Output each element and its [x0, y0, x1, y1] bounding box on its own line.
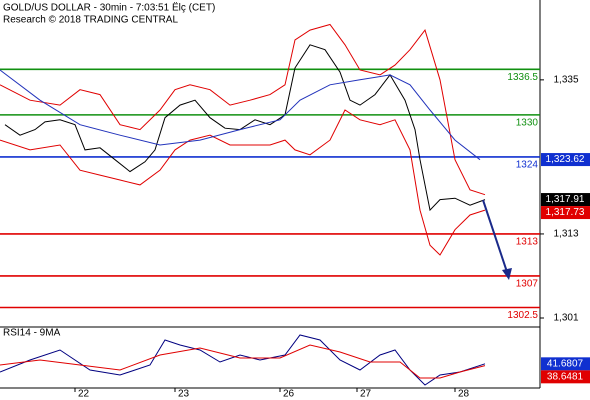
price-label: 38.6481: [547, 371, 584, 382]
x-tick-label: 26: [283, 389, 295, 400]
level-label: 1324: [516, 160, 539, 171]
series-line: [4, 44, 486, 212]
series-line: [0, 23, 486, 196]
series-line: [0, 109, 486, 256]
x-tick-label: 28: [458, 389, 470, 400]
x-tick-label: 22: [78, 389, 90, 400]
x-tick-label: 23: [178, 389, 190, 400]
chart-title: GOLD/US DOLLAR - 30min - 7:03:51 Ëlç (CE…: [3, 2, 215, 14]
price-label: 1,317.73: [546, 207, 585, 218]
price-label-box: [541, 193, 590, 207]
forecast-arrow: [482, 199, 508, 273]
level-label: 1307: [516, 279, 539, 290]
price-label: 1,323.62: [546, 154, 585, 165]
pane-title: RSI14 - 9MA: [3, 328, 61, 339]
y-tick-label: 1,301: [553, 313, 578, 324]
price-label-box: [541, 153, 590, 167]
series-line: [0, 69, 481, 161]
marks: 1336.5 1330 1324 1313 1307 1302.5 1,335 1,313 1,…: [0, 23, 590, 400]
level-label: 1302.5: [507, 310, 538, 321]
price-label: 41.6807: [547, 358, 584, 369]
price-label: 1,317.91: [546, 194, 585, 205]
price-label-box: [541, 370, 590, 384]
chart-subtitle: Research © 2018 TRADING CENTRAL: [3, 15, 178, 26]
y-tick-label: 1,313: [553, 229, 578, 240]
price-label-box: [541, 206, 590, 220]
forecast-arrowhead: [502, 268, 512, 280]
level-label: 1330: [516, 118, 539, 129]
level-label: 1313: [516, 237, 539, 248]
y-tick-label: 1,335: [553, 74, 578, 85]
price-label-box: [541, 357, 590, 371]
x-tick-label: 27: [360, 389, 372, 400]
series-line: [0, 344, 486, 379]
level-label: 1336.5: [507, 72, 538, 83]
